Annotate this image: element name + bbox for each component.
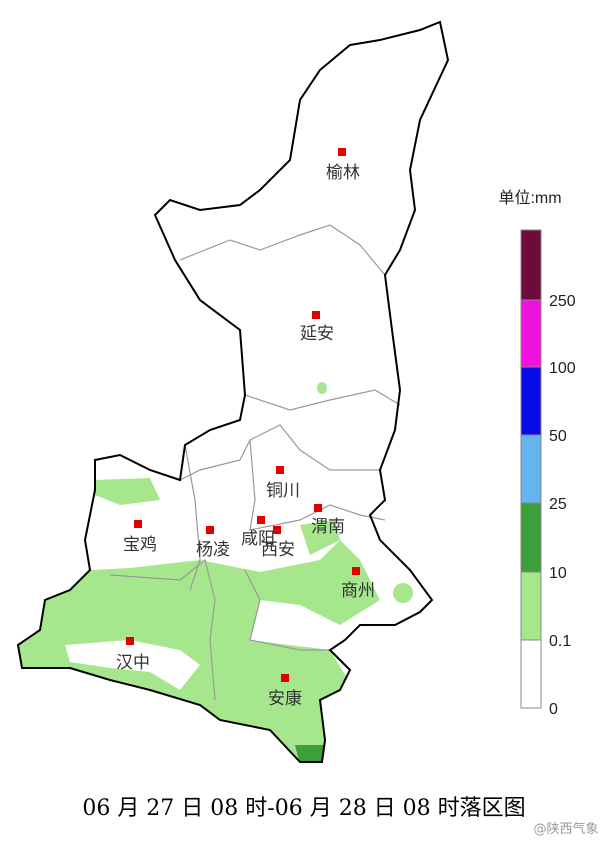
city-label: 咸阳 bbox=[241, 529, 275, 549]
legend-label: 50 bbox=[549, 428, 567, 445]
rain-0-1-10 bbox=[300, 520, 340, 555]
rain-0-1-10 bbox=[95, 478, 160, 505]
watermark: @陕西气象 bbox=[533, 821, 598, 837]
city-borders bbox=[109, 224, 401, 701]
no-rain-area bbox=[65, 640, 200, 690]
legend-swatch bbox=[520, 571, 542, 641]
city-label: 汉中 bbox=[116, 653, 150, 673]
city-marker bbox=[276, 466, 284, 474]
legend-swatch bbox=[520, 229, 542, 301]
rain-0-1-10 bbox=[18, 540, 380, 762]
city-label: 安康 bbox=[268, 689, 302, 709]
city-marker bbox=[314, 504, 322, 512]
city-label: 铜川 bbox=[266, 481, 300, 501]
city-label: 延安 bbox=[300, 324, 334, 344]
city-marker bbox=[126, 637, 134, 645]
legend-swatch bbox=[520, 299, 542, 368]
rain-0-1-10 bbox=[393, 583, 413, 603]
map-title: 06 月 27 日 08 时-06 月 28 日 08 时落区图 bbox=[82, 796, 525, 821]
rain-areas bbox=[18, 382, 413, 762]
legend-swatch bbox=[520, 639, 542, 709]
legend-label: 10 bbox=[549, 565, 567, 582]
city-marker bbox=[352, 567, 360, 575]
legend-unit: 单位:mm bbox=[498, 189, 561, 207]
city-marker bbox=[273, 526, 281, 534]
city-label: 宝鸡 bbox=[123, 535, 157, 555]
city-label: 杨凌 bbox=[196, 540, 230, 560]
legend-swatch bbox=[520, 502, 542, 573]
rain-10-25 bbox=[295, 745, 325, 762]
city-label: 西安 bbox=[261, 540, 295, 560]
legend-label: 25 bbox=[549, 496, 567, 513]
city-marker bbox=[206, 526, 214, 534]
city-label: 商州 bbox=[341, 581, 375, 601]
city-marker bbox=[312, 311, 320, 319]
legend-swatch bbox=[520, 434, 542, 504]
legend: 250 100 50 25 10 0.1 0 bbox=[520, 229, 576, 718]
city-marker bbox=[257, 516, 265, 524]
legend-swatch bbox=[520, 366, 542, 436]
city-label: 榆林 bbox=[326, 163, 360, 183]
legend-label: 100 bbox=[549, 360, 576, 377]
city-marker bbox=[134, 520, 142, 528]
legend-label: 250 bbox=[549, 293, 576, 310]
city-marker bbox=[281, 674, 289, 682]
legend-label: 0 bbox=[549, 701, 558, 718]
city-marker bbox=[338, 148, 346, 156]
rain-0-1-10 bbox=[317, 382, 327, 394]
legend-label: 0.1 bbox=[549, 633, 571, 650]
city-label: 渭南 bbox=[311, 517, 345, 537]
